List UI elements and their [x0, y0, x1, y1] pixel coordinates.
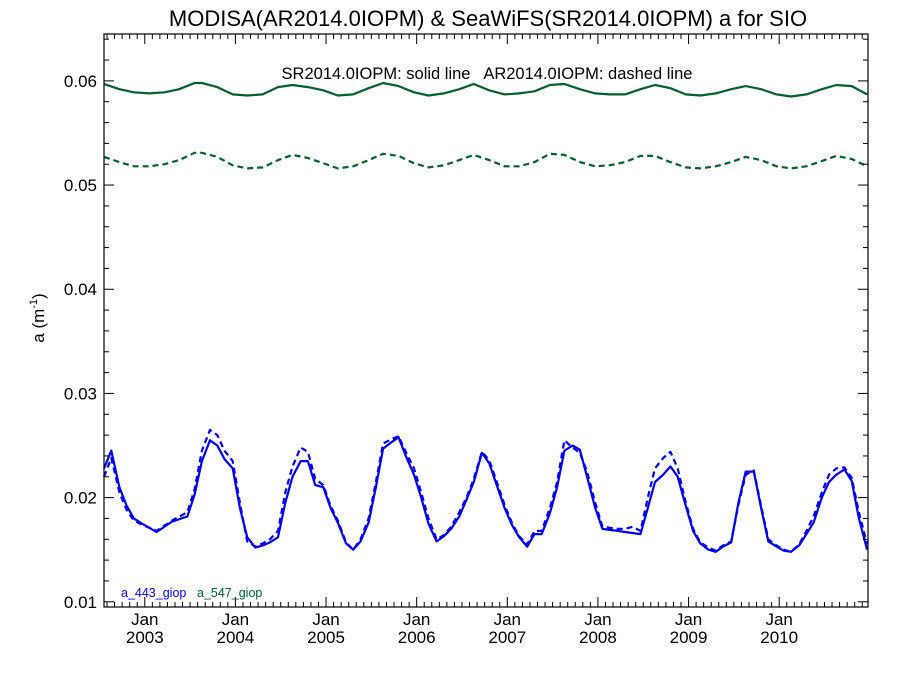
x-tick-year-label: 2007 — [488, 628, 526, 647]
x-tick-month-label: Jan — [675, 610, 702, 629]
series-line-a_547_giop-solid — [103, 81, 868, 98]
y-axis-label-sup: -1 — [28, 299, 40, 309]
y-tick-label: 0.03 — [64, 384, 97, 403]
y-tick-label: 0.02 — [64, 489, 97, 508]
x-tick-month-label: Jan — [765, 610, 792, 629]
y-axis-label: a (m-1) — [28, 293, 48, 342]
legend: a_443_giop a_547_giop — [121, 586, 262, 600]
x-tick-month-label: Jan — [494, 610, 521, 629]
x-tick-month-label: Jan — [403, 610, 430, 629]
x-tick-month-label: Jan — [222, 610, 249, 629]
legend-entry-a_547_giop: a_547_giop — [197, 586, 262, 600]
series-line-a_443_giop-dashed — [102, 428, 869, 553]
x-tick-year-label: 2003 — [126, 628, 164, 647]
x-tick-month-label: Jan — [131, 610, 158, 629]
plot-frame — [103, 33, 869, 608]
series-layer — [102, 81, 869, 553]
y-tick-label: 0.05 — [64, 176, 97, 195]
y-tick-label: 0.01 — [64, 593, 97, 612]
line-style-annotation: SR2014.0IOPM: solid line AR2014.0IOPM: d… — [282, 65, 693, 83]
x-tick-year-label: 2006 — [398, 628, 436, 647]
x-tick-month-label: Jan — [584, 610, 611, 629]
x-tick-month-label: Jan — [312, 610, 339, 629]
y-tick-label: 0.06 — [64, 72, 97, 91]
series-line-a_547_giop-dashed — [103, 151, 868, 170]
x-tick-year-label: 2005 — [307, 628, 345, 647]
y-axis-label-close: ) — [29, 293, 48, 299]
x-tick-year-label: 2010 — [760, 628, 798, 647]
y-tick-label: 0.04 — [64, 280, 97, 299]
x-tick-year-label: 2009 — [670, 628, 708, 647]
axes-layer: 0.010.020.030.040.050.06Jan2003Jan2004Ja… — [64, 34, 868, 647]
chart-title: MODISA(AR2014.0IOPM) & SeaWiFS(SR2014.0I… — [169, 6, 807, 31]
y-axis-label-base: a (m — [29, 309, 48, 343]
x-tick-year-label: 2008 — [579, 628, 617, 647]
legend-entry-a_443_giop: a_443_giop — [121, 586, 186, 600]
x-tick-year-label: 2004 — [216, 628, 254, 647]
